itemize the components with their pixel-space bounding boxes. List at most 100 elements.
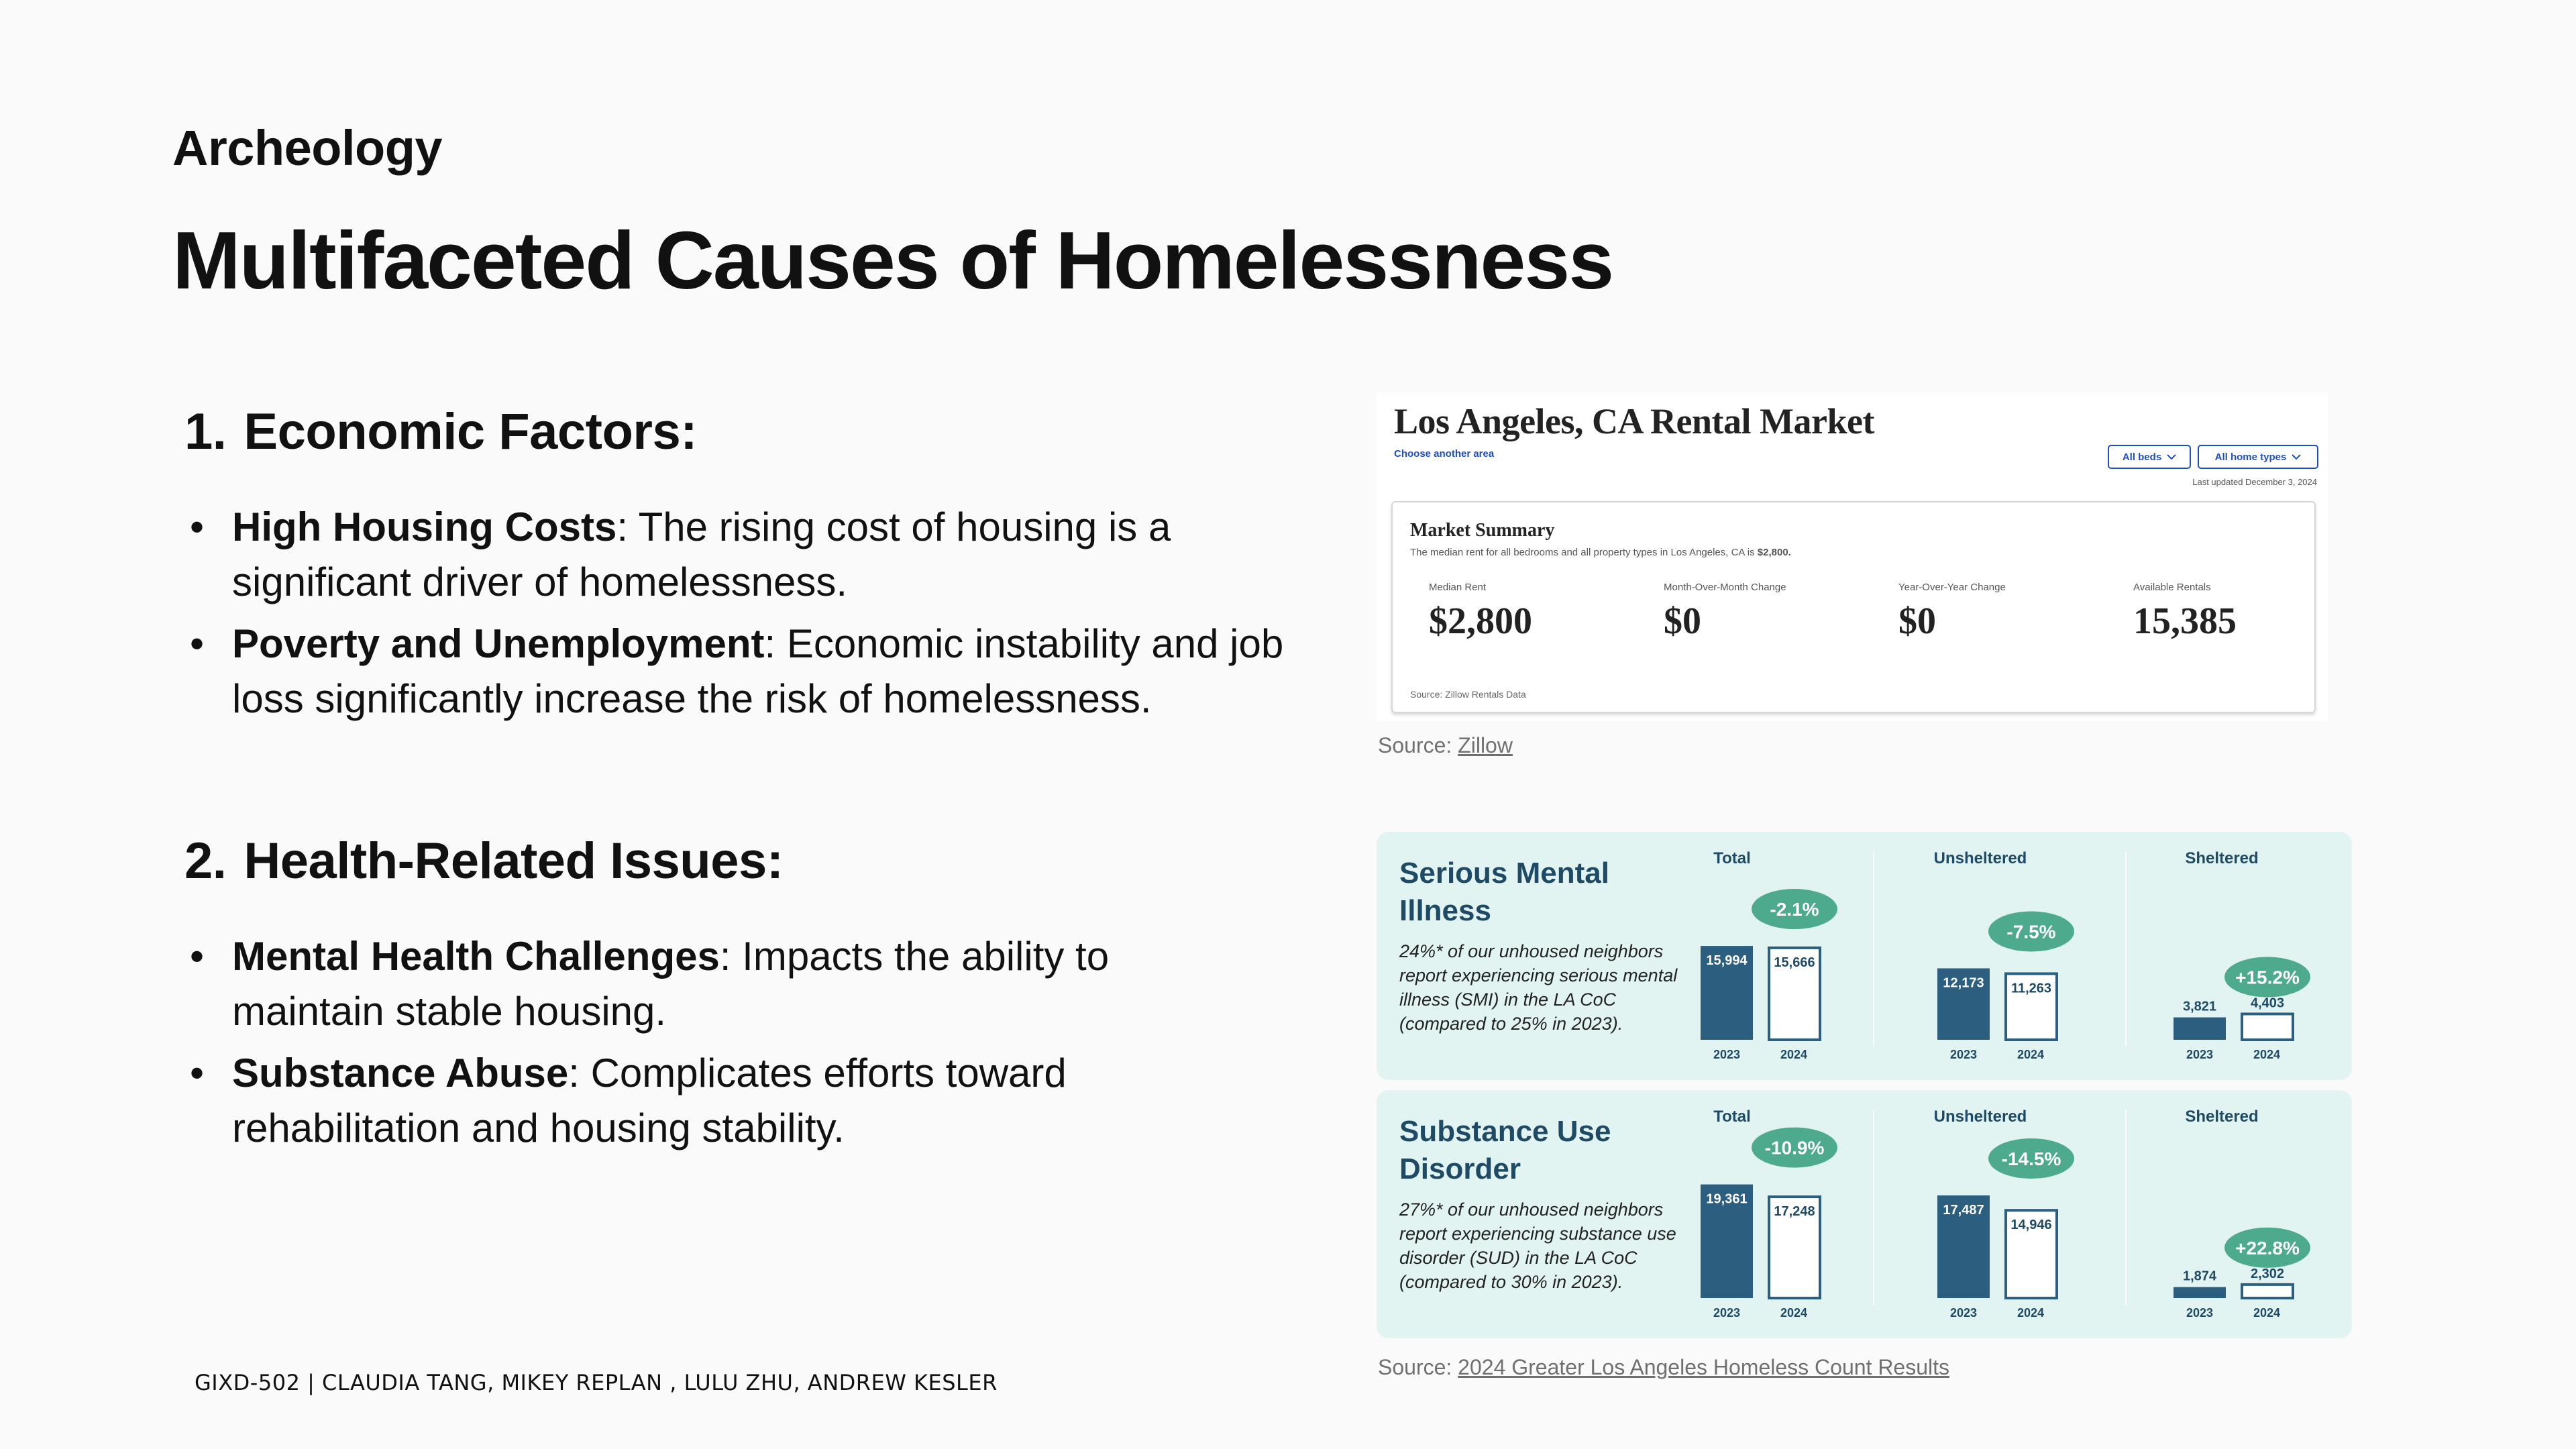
health-bullet-list: Mental Health Challenges: Impacts the ab… [172, 929, 1192, 1163]
bar-value-label: 11,263 [2011, 981, 2051, 996]
change-badge [1988, 911, 2074, 952]
change-badge [2224, 1227, 2310, 1268]
bullet-text: : Impacts the ability to maintain stable… [232, 934, 1110, 1034]
stat-value: $2,800 [1429, 600, 1532, 642]
col-header-total: Total [1713, 849, 1751, 867]
column-divider [2125, 1110, 2127, 1305]
panel-title: Substance Use Disorder [1399, 1115, 1611, 1185]
bar-2024 [2241, 1283, 2294, 1300]
bar-value-label: 15,666 [1774, 955, 1815, 970]
category-label: 2023 [2186, 1048, 2213, 1061]
change-badge [1752, 1127, 1837, 1168]
bar-value-label: 17,487 [1943, 1203, 1984, 1218]
beds-dropdown[interactable]: All beds [2108, 445, 2191, 469]
change-badge [1752, 889, 1837, 930]
change-badge-label: -7.5% [2006, 921, 2055, 942]
bar-2024 [2241, 1012, 2294, 1042]
source-zillow-link[interactable]: Zillow [1458, 733, 1513, 757]
change-badge-label: +22.8% [2235, 1238, 2300, 1258]
change-badge-label: -10.9% [1765, 1138, 1825, 1159]
economic-bullet-list: High Housing Costs: The rising cost of h… [172, 500, 1313, 733]
sud-bar-chart: 19,361 2023 17,248 2024 -10.9% 17,487 2023 14,9… [1701, 1127, 2310, 1320]
bar-2023 [1701, 946, 1753, 1040]
category-label: 2023 [1713, 1306, 1740, 1320]
chevron-down-icon [2167, 454, 2176, 460]
bar-value-label: 14,946 [2010, 1218, 2051, 1232]
source-homeless-count: Source: 2024 Greater Los Angeles Homeles… [1378, 1355, 1949, 1380]
section-number: 2. [184, 833, 227, 890]
col-header-unsheltered: Unsheltered [1933, 849, 2027, 867]
change-badge [1988, 1138, 2074, 1179]
market-summary-desc: The median rent for all bedrooms and all… [1410, 547, 1791, 558]
bullet-text: : Complicates efforts toward rehabilitat… [232, 1051, 1067, 1150]
col-header-unsheltered: Unsheltered [1933, 1108, 2027, 1126]
stat-value: $0 [1664, 600, 1701, 642]
choose-area-link[interactable]: Choose another area [1394, 448, 1495, 460]
section-title: Economic Factors: [244, 403, 698, 460]
bar-value-label: 1,874 [2183, 1269, 2217, 1284]
stat-label: Available Rentals [2133, 582, 2211, 593]
zillow-market-card: Los Angeles, CA Rental Market Choose ano… [1377, 392, 2328, 721]
bar-value-label: 15,994 [1706, 953, 1748, 968]
bar-value-label: 2,302 [2251, 1267, 2284, 1281]
bar-2023 [1937, 968, 1990, 1040]
sud-panel: Substance Use Disorder 27%* of our unhou… [1377, 1090, 2352, 1338]
column-divider [2125, 852, 2127, 1046]
category-label: 2024 [2017, 1048, 2044, 1061]
zillow-title: Los Angeles, CA Rental Market [1394, 401, 1874, 441]
market-summary-title: Market Summary [1410, 520, 1555, 541]
smi-panel: Serious Mental Illness 24%* of our unhou… [1377, 832, 2352, 1080]
category-label: 2023 [1713, 1048, 1740, 1061]
last-updated: Last updated December 3, 2024 [2192, 477, 2317, 487]
category-label: 2023 [1950, 1048, 1977, 1061]
category-label: 2024 [2017, 1306, 2044, 1320]
bar-2024 [2004, 1209, 2058, 1299]
bar-2024 [1768, 946, 1821, 1041]
change-badge-label: +15.2% [2235, 967, 2300, 987]
change-badge [2224, 957, 2310, 998]
bar-2023 [2174, 1287, 2226, 1298]
col-header-total: Total [1713, 1108, 1751, 1126]
col-header-sheltered: Sheltered [2185, 849, 2259, 867]
zillow-data-source: Source: Zillow Rentals Data [1410, 689, 1526, 700]
chevron-down-icon [2292, 454, 2302, 460]
market-summary-box: Market Summary The median rent for all b… [1391, 501, 2316, 713]
panel-title: Serious Mental Illness [1399, 857, 1609, 927]
change-badge-label: -2.1% [1770, 899, 1819, 920]
slide-title: Multifaceted Causes of Homelessness [172, 215, 1614, 306]
bullet-bold: Substance Abuse [232, 1051, 569, 1095]
category-label: 2024 [2253, 1048, 2280, 1061]
bullet-poverty: Poverty and Unemployment: Economic insta… [172, 616, 1313, 727]
home-types-dropdown[interactable]: All home types [2198, 445, 2318, 469]
stat-value: 15,385 [2133, 600, 2237, 642]
bullet-bold: Poverty and Unemployment [232, 621, 765, 666]
column-divider [1873, 852, 1874, 1046]
slide-footer: GIXD-502 | CLAUDIA TANG, MIKEY REPLAN , … [195, 1370, 998, 1395]
bar-2023 [1701, 1184, 1753, 1298]
bar-2023 [1937, 1195, 1990, 1298]
bar-value-label: 4,403 [2251, 996, 2284, 1010]
bar-value-label: 17,248 [1774, 1204, 1815, 1219]
bullet-bold: High Housing Costs [232, 504, 617, 549]
change-badge-label: -14.5% [2002, 1148, 2061, 1169]
source-zillow: Source: Zillow [1378, 733, 1513, 758]
bullet-mental-health: Mental Health Challenges: Impacts the ab… [172, 929, 1192, 1039]
category-label: 2023 [1950, 1306, 1977, 1320]
bar-value-label: 12,173 [1943, 975, 1984, 990]
category-label: 2024 [2253, 1306, 2280, 1320]
source-prefix: Source: [1378, 1355, 1458, 1379]
bullet-bold: Mental Health Challenges [232, 934, 720, 979]
summary-desc-value: $2,800. [1757, 547, 1791, 558]
category-label: 2024 [1780, 1306, 1807, 1320]
col-header-sheltered: Sheltered [2185, 1108, 2259, 1126]
panel-description: 27%* of our unhoused neighbors report ex… [1399, 1199, 1676, 1292]
bullet-substance-abuse: Substance Abuse: Complicates efforts tow… [172, 1046, 1192, 1156]
bullet-text: : Economic instability and job loss sign… [232, 621, 1284, 721]
source-prefix: Source: [1378, 733, 1458, 757]
stat-label: Year-Over-Year Change [1898, 582, 2006, 593]
source-homeless-count-link[interactable]: 2024 Greater Los Angeles Homeless Count … [1458, 1355, 1950, 1379]
slide-eyebrow: Archeology [172, 120, 443, 176]
beds-dropdown-label: All beds [2122, 451, 2162, 463]
category-label: 2024 [1780, 1048, 1807, 1061]
bar-value-label: 3,821 [2183, 1000, 2216, 1014]
